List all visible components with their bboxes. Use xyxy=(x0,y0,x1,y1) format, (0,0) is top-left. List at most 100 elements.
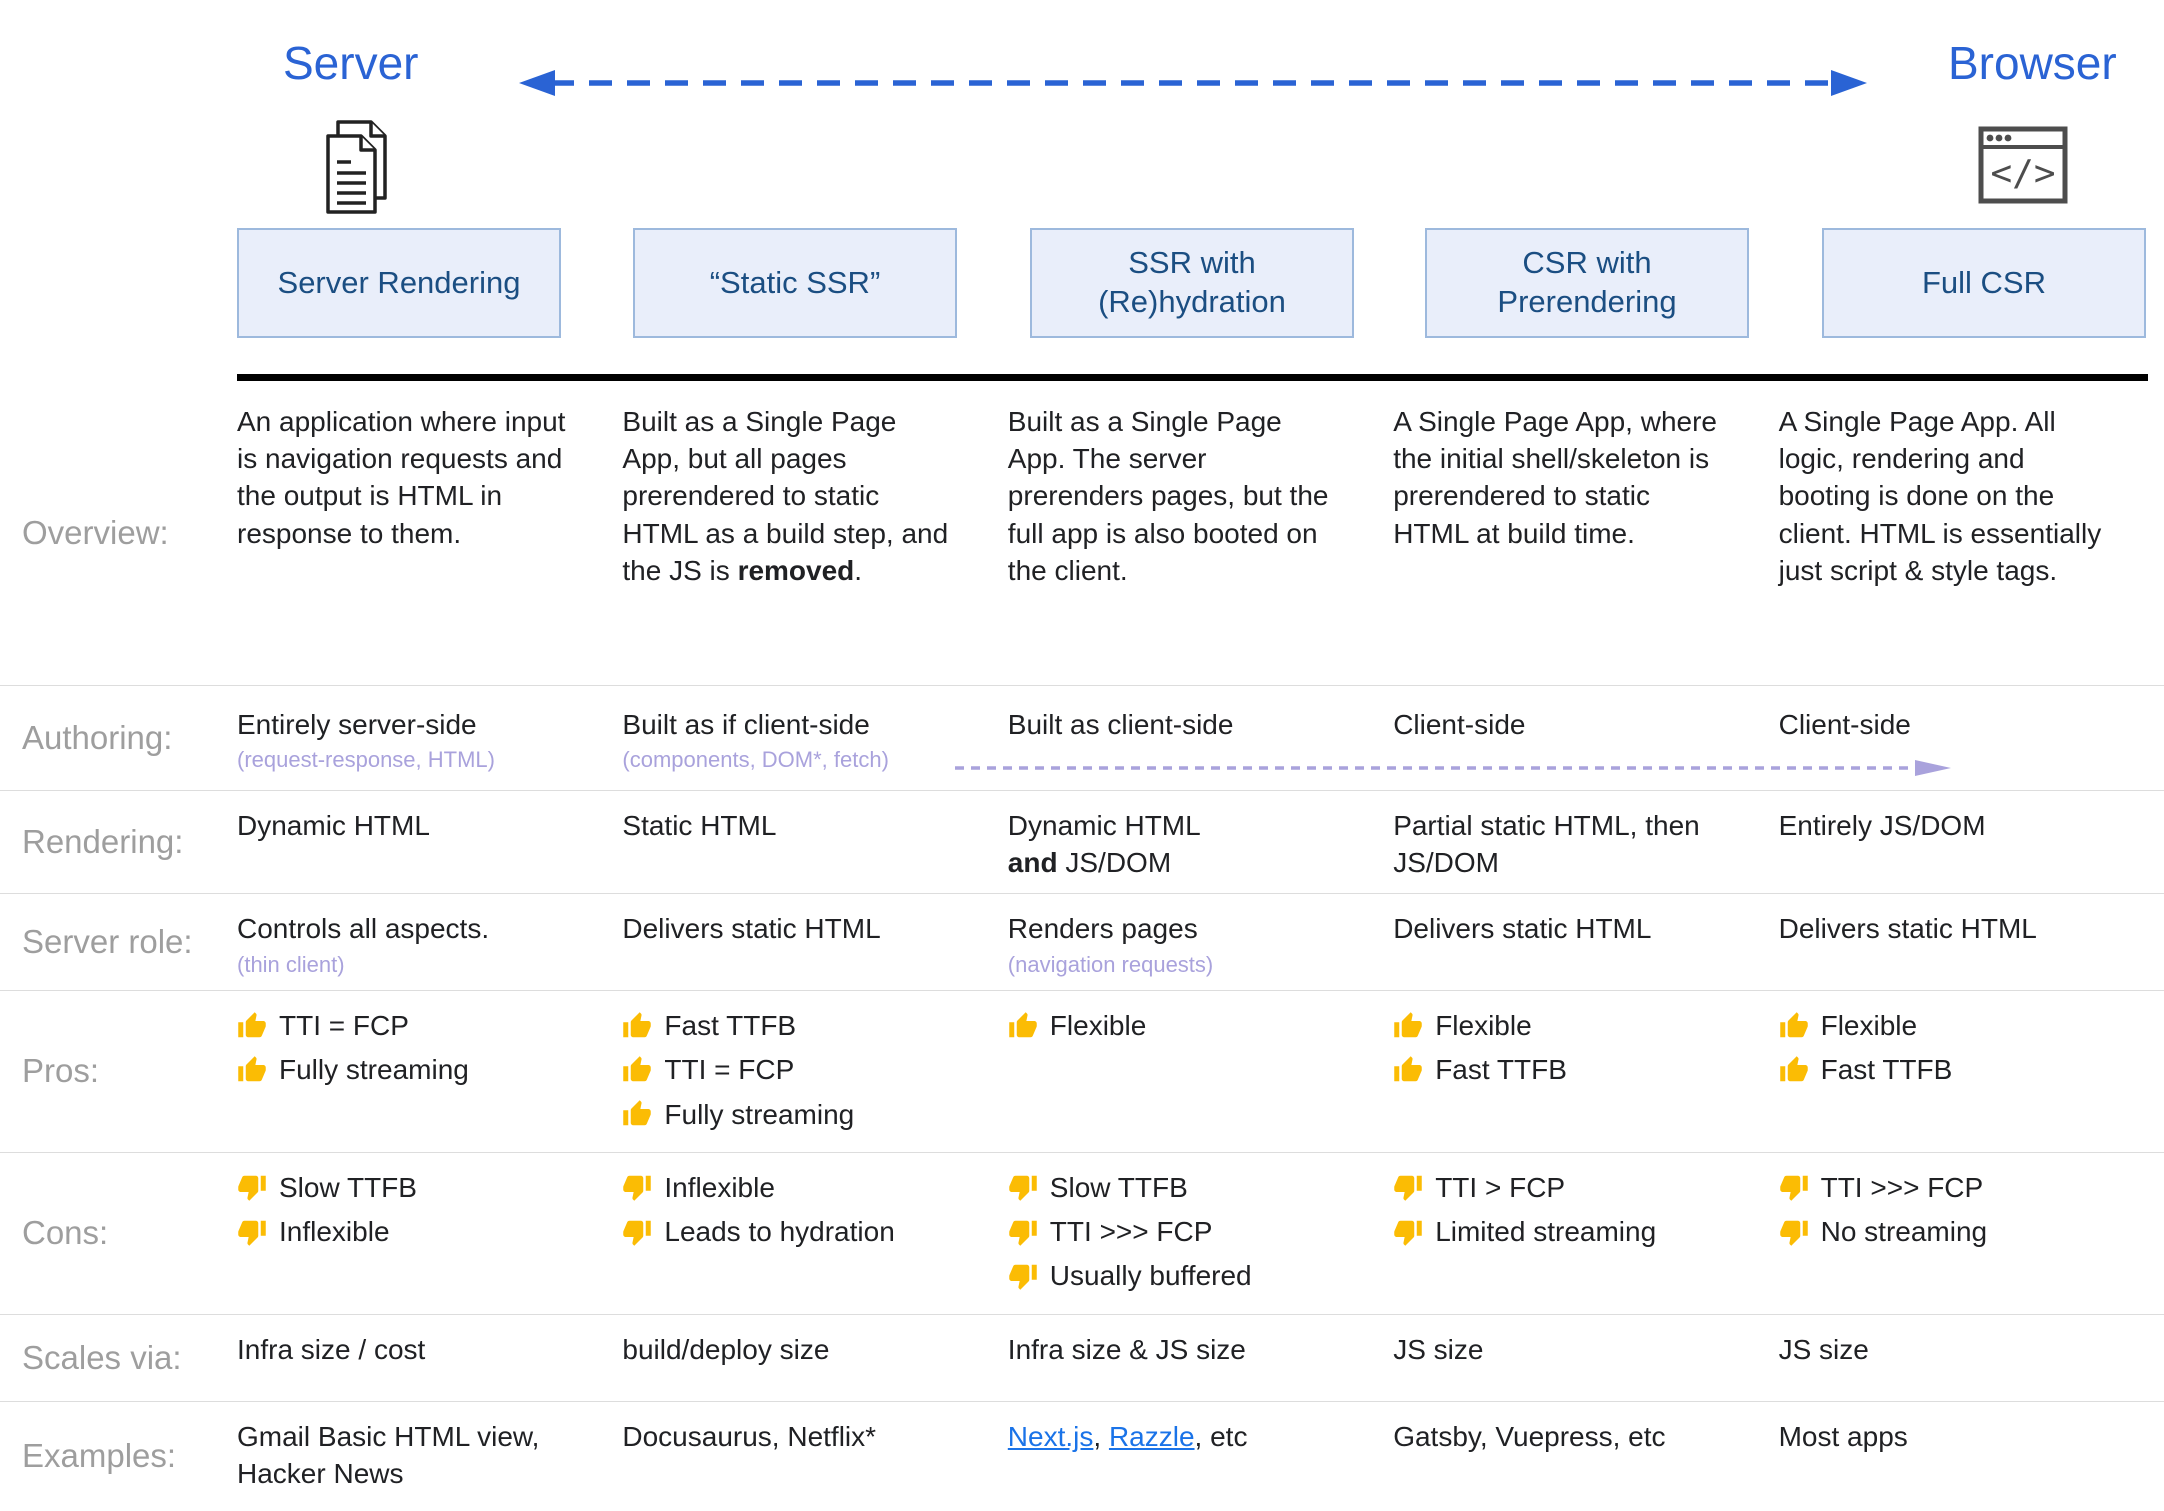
top-section: Server Browser </> Server Renderi xyxy=(0,0,2164,381)
column-header-static-ssr: “Static SSR” xyxy=(633,228,957,338)
con-item: Slow TTFB xyxy=(1008,1169,1341,1206)
cons-server-rendering-cell: Slow TTFB Inflexible xyxy=(237,1153,622,1269)
client-side-trend-arrow-icon xyxy=(955,760,1951,776)
pro-item: TTI = FCP xyxy=(622,1051,955,1088)
thumbs-up-icon xyxy=(1779,1056,1808,1082)
server-endpoint-label: Server xyxy=(283,37,419,89)
authoring-ssr-rehydration-cell: Built as client-side xyxy=(1007,709,1234,740)
column-header-server-rendering: Server Rendering xyxy=(237,228,561,338)
pro-item: Fully streaming xyxy=(237,1051,570,1088)
examples-csr-prerendering-cell: Gatsby, Vuepress, etc xyxy=(1393,1420,1666,1452)
pro-item: Flexible xyxy=(1393,1007,1726,1044)
scales-csr-prerendering-cell: JS size xyxy=(1393,1333,1484,1365)
authoring-note: (components, DOM*, fetch) xyxy=(622,747,889,773)
server-role-static-ssr-cell: Delivers static HTML xyxy=(622,913,881,945)
pros-csr-prerendering-cell: Flexible Fast TTFB xyxy=(1393,991,1778,1107)
con-item: Leads to hydration xyxy=(622,1213,955,1250)
con-item: Inflexible xyxy=(237,1213,570,1250)
authoring-note: (request-response, HTML) xyxy=(237,747,495,773)
cons-row: Cons: Slow TTFB Inflexible Inflexible Le… xyxy=(0,1151,2164,1314)
thumbs-up-icon xyxy=(623,1011,652,1037)
pros-ssr-rehydration-cell: Flexible xyxy=(1008,991,1393,1063)
row-label-overview: Overview: xyxy=(22,514,169,551)
authoring-static-ssr-cell: Built as if client-side (components, DOM*… xyxy=(622,686,1007,786)
scales-via-row: Scales via: Infra size / cost build/depl… xyxy=(0,1313,2164,1401)
rendering-ssr-rehydration-cell: Dynamic HTML and JS/DOM xyxy=(1007,810,1201,879)
svg-text:</>: </> xyxy=(1990,153,2055,194)
server-role-full-csr-cell: Delivers static HTML xyxy=(1778,913,2037,945)
scales-static-ssr-cell: build/deploy size xyxy=(622,1333,830,1365)
column-header-csr-prerendering: CSR with Prerendering xyxy=(1425,228,1749,338)
pros-full-csr-cell: Flexible Fast TTFB xyxy=(1779,991,2164,1107)
rendering-full-csr-cell: Entirely JS/DOM xyxy=(1778,810,1986,841)
thumbs-down-icon xyxy=(623,1220,652,1246)
pros-server-rendering-cell: TTI = FCP Fully streaming xyxy=(237,991,622,1107)
pros-row: Pros: TTI = FCP Fully streaming Fast TTF… xyxy=(0,990,2164,1152)
examples-ssr-rehydration-cell: Next.js, Razzle, etc xyxy=(1007,1420,1248,1452)
thumbs-up-icon xyxy=(1009,1011,1037,1037)
thumbs-up-icon xyxy=(238,1056,266,1082)
thumbs-down-icon xyxy=(1009,1176,1037,1202)
pro-item: Fast TTFB xyxy=(622,1007,955,1044)
con-item: TTI >>> FCP xyxy=(1008,1213,1341,1250)
server-role-note: (thin client) xyxy=(237,951,345,977)
con-item: TTI > FCP xyxy=(1393,1169,1726,1206)
row-label-cons: Cons: xyxy=(22,1214,109,1252)
overview-static-ssr-cell: Built as a Single Page App, but all page… xyxy=(622,406,949,586)
cons-full-csr-cell: TTI >>> FCP No streaming xyxy=(1779,1153,2164,1269)
examples-static-ssr-cell: Docusaurus, Netflix* xyxy=(622,1420,877,1452)
thumbs-up-icon xyxy=(623,1100,652,1126)
row-label-server-role: Server role: xyxy=(22,923,193,961)
column-header-full-csr: Full CSR xyxy=(1822,228,2146,338)
thumbs-down-icon xyxy=(238,1176,266,1202)
authoring-row: Authoring: Entirely server-side (request-… xyxy=(0,685,2164,790)
server-role-csr-prerendering-cell: Delivers static HTML xyxy=(1393,913,1652,945)
thumbs-up-icon xyxy=(1394,1056,1422,1082)
con-item: TTI >>> FCP xyxy=(1779,1169,2112,1206)
server-role-server-rendering-cell: Controls all aspects. (thin client) xyxy=(237,894,622,990)
pro-item: Fully streaming xyxy=(622,1096,955,1133)
pro-item: Fast TTFB xyxy=(1393,1051,1726,1088)
thumbs-up-icon xyxy=(1394,1011,1422,1037)
con-item: No streaming xyxy=(1779,1213,2112,1250)
authoring-full-csr-cell: Client-side xyxy=(1778,709,1911,740)
thumbs-up-icon xyxy=(238,1011,266,1037)
examples-full-csr-cell: Most apps xyxy=(1778,1420,1908,1452)
pros-static-ssr-cell: Fast TTFB TTI = FCP Fully streaming xyxy=(622,991,1007,1152)
razzle-link[interactable]: Razzle xyxy=(1108,1420,1195,1452)
rendering-static-ssr-cell: Static HTML xyxy=(622,810,777,841)
con-item: Inflexible xyxy=(622,1169,955,1206)
examples-row: Examples: Gmail Basic HTML view, Hacker … xyxy=(0,1400,2164,1511)
con-item: Usually buffered xyxy=(1008,1257,1341,1294)
server-role-row: Server role: Controls all aspects. (thin … xyxy=(0,893,2164,990)
thumbs-down-icon xyxy=(623,1176,652,1202)
con-item: Limited streaming xyxy=(1393,1213,1726,1250)
pro-item: Fast TTFB xyxy=(1779,1051,2112,1088)
scales-full-csr-cell: JS size xyxy=(1778,1333,1869,1365)
authoring-server-rendering-cell: Entirely server-side (request-response, H… xyxy=(237,686,622,786)
thumbs-down-icon xyxy=(1394,1176,1422,1202)
pro-item: Flexible xyxy=(1008,1007,1341,1044)
authoring-csr-prerendering-cell: Client-side xyxy=(1393,709,1526,740)
thumbs-up-icon xyxy=(623,1056,652,1082)
examples-server-rendering-cell: Gmail Basic HTML view, Hacker News xyxy=(237,1420,540,1489)
column-header-ssr-rehydration: SSR with (Re)hydration xyxy=(1030,228,1354,338)
browser-window-code-icon: </> xyxy=(1978,126,2068,204)
thumbs-up-icon xyxy=(1779,1011,1808,1037)
nextjs-link[interactable]: Next.js xyxy=(1007,1420,1094,1452)
scales-server-rendering-cell: Infra size / cost xyxy=(237,1333,426,1365)
row-label-authoring: Authoring: xyxy=(22,719,173,756)
thumbs-down-icon xyxy=(238,1220,266,1246)
cons-csr-prerendering-cell: TTI > FCP Limited streaming xyxy=(1393,1153,1778,1269)
server-documents-icon xyxy=(326,120,387,214)
overview-csr-prerendering-cell: A Single Page App, where the initial she… xyxy=(1393,406,1717,549)
overview-row: Overview: An application where input is … xyxy=(0,381,2164,685)
rendering-csr-prerendering-cell: Partial static HTML, then JS/DOM xyxy=(1393,810,1700,879)
row-label-pros: Pros: xyxy=(22,1052,100,1090)
thumbs-down-icon xyxy=(1779,1220,1808,1246)
pro-item: Flexible xyxy=(1779,1007,2112,1044)
row-label-examples: Examples: xyxy=(22,1437,177,1474)
server-role-ssr-rehydration-cell: Renders pages (navigation requests) xyxy=(1008,894,1393,990)
cons-ssr-rehydration-cell: Slow TTFB TTI >>> FCP Usually buffered xyxy=(1008,1153,1393,1314)
